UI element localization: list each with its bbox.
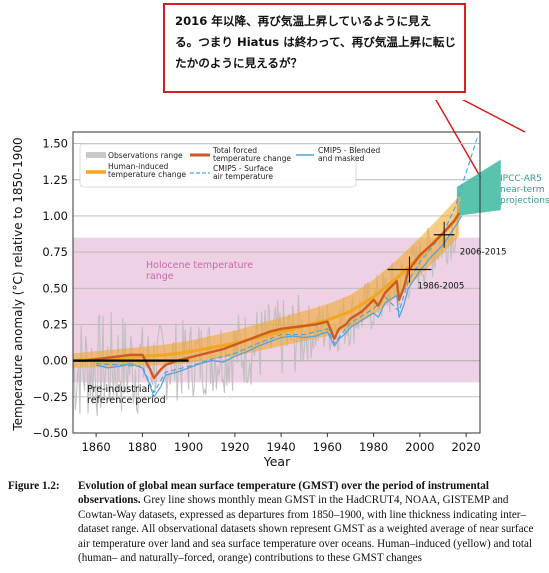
legend-label-cmip5-blended-2: and masked xyxy=(318,154,365,163)
y-tick-label: 0.25 xyxy=(42,317,68,331)
ipcc-projection-wedge xyxy=(456,159,501,216)
callout-line: る。つまり Hiatus は終わって、再び気温上昇に転じ xyxy=(175,35,456,49)
callout-line: 2016 年以降、再び気温上昇しているように見え xyxy=(175,14,432,28)
legend-label-total-forced-1: Total forced xyxy=(212,146,257,155)
plot-frame xyxy=(72,131,481,434)
cmip5-surface-line xyxy=(96,136,479,394)
y-tick-label: 0.50 xyxy=(42,281,68,295)
legend-box xyxy=(79,143,357,188)
caption-label: Figure 1.2: xyxy=(8,480,60,492)
y-tick-label: 1.25 xyxy=(42,173,68,187)
x-tick-label: 2020 xyxy=(451,440,480,454)
legend-swatch-observations xyxy=(86,152,106,158)
callout-annotation: 2016 年以降、再び気温上昇しているように見え る。つまり Hiatus は終… xyxy=(163,3,466,93)
projection-label: projections xyxy=(500,196,549,206)
legend-label-cmip5-surface-1: CMIP5 - Surface xyxy=(213,164,273,173)
y-tick-label: 0.75 xyxy=(42,245,68,259)
projection-label: IPCC-AR5 xyxy=(500,174,542,184)
projection-label: near-term xyxy=(500,185,545,195)
callout-pointer xyxy=(461,100,526,133)
legend-label-cmip5-surface-2: air temperature xyxy=(213,172,273,181)
callout-pointer xyxy=(435,100,482,179)
x-tick-label: 1920 xyxy=(220,440,249,454)
x-tick-label: 1860 xyxy=(81,440,110,454)
gmst-chart: 1986-2005 2006-2015 1.50 1.25 1.00 0.75 0.50 0… xyxy=(11,100,549,469)
holocene-label: range xyxy=(146,271,174,282)
legend-label-human-induced-1: Human-induced xyxy=(108,162,169,171)
legend-label-human-induced-2: temperature change xyxy=(108,170,186,179)
legend-label-cmip5-blended-1: CMIP5 - Blended xyxy=(318,146,380,155)
y-tick-label: 0.00 xyxy=(42,354,68,368)
y-tick-label: 1.50 xyxy=(42,137,68,151)
x-axis-label: Year xyxy=(263,454,291,469)
preindustrial-label: Pre-industrial xyxy=(87,384,150,395)
x-tick-label: 1980 xyxy=(359,440,388,454)
x-tick-label: 1880 xyxy=(128,440,157,454)
y-axis-label: Temperature anomaly (°C) relative to 185… xyxy=(11,137,25,431)
period-marker-label: 1986-2005 xyxy=(418,281,465,291)
y-tick-label: −0.25 xyxy=(33,390,68,404)
x-tick-label: 2000 xyxy=(405,440,434,454)
callout-line: たかのように見えるが？ xyxy=(175,56,303,70)
axis-ticks: 1.50 1.25 1.00 0.75 0.50 0.25 0.00 −0.25 −0.50 18… xyxy=(33,137,481,454)
series-lines xyxy=(72,136,479,398)
human-induced-line xyxy=(72,214,461,363)
legend-label-observations: Observations range xyxy=(108,151,183,160)
legend-label-total-forced-2: temperature change xyxy=(213,154,291,163)
holocene-label: Holocene temperature xyxy=(146,260,253,271)
total-forced-line xyxy=(73,212,461,380)
figure-caption: Figure 1.2: Evolution of global mean sur… xyxy=(8,479,546,565)
y-tick-label: −0.50 xyxy=(33,426,68,440)
period-marker-label: 2006-2015 xyxy=(460,248,507,258)
cmip5-blended-line xyxy=(95,215,463,398)
x-tick-label: 1940 xyxy=(266,440,295,454)
y-tick-label: 1.00 xyxy=(42,209,68,223)
caption-body: Grey line shows monthly mean GMST in the… xyxy=(78,494,534,565)
preindustrial-label: reference period xyxy=(87,395,166,406)
x-tick-label: 1960 xyxy=(313,440,342,454)
caption-title: Evolution of global mean surface tempera… xyxy=(78,480,489,507)
x-tick-label: 1900 xyxy=(174,440,203,454)
period-markers: 1986-2005 2006-2015 xyxy=(387,221,507,291)
chart-legend: Observations range Human-induced tempera… xyxy=(79,143,380,188)
